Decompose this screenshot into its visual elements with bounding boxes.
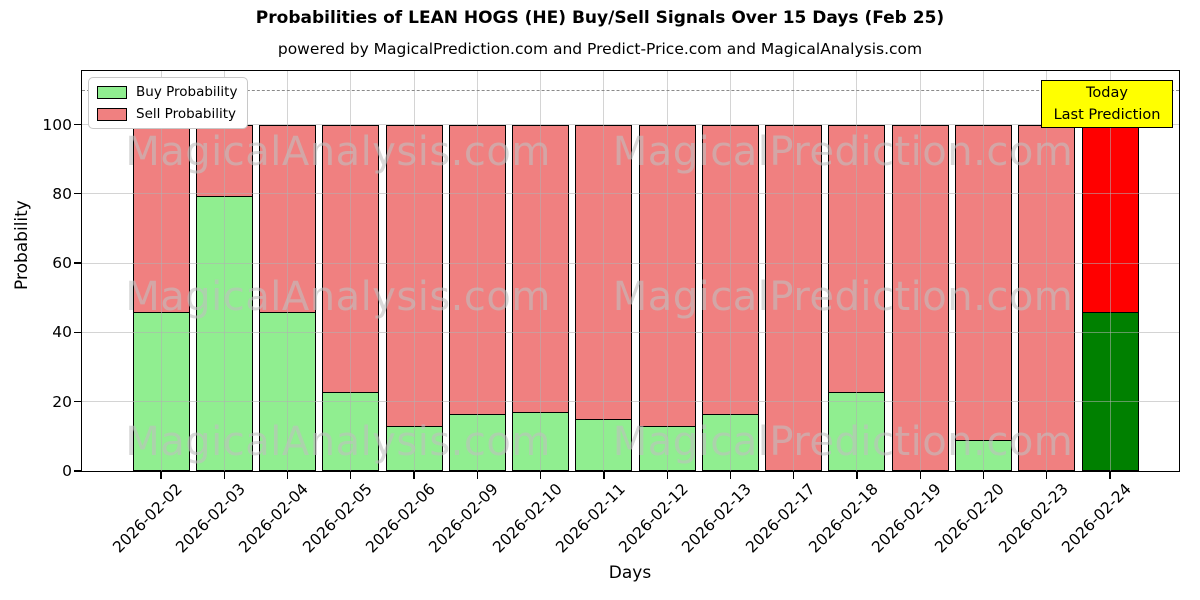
today-annotation-line1: Today (1086, 85, 1128, 101)
x-tick-mark (919, 472, 921, 479)
y-gridline (82, 193, 1179, 195)
y-gridline (82, 262, 1179, 264)
y-gridline (82, 401, 1179, 403)
plot-area: 0 20 40 60 80 100 2026-02-02 2026-02-03 2026-02-… (42, 70, 1180, 556)
x-tick-mark (539, 472, 542, 479)
y-tick-mark (74, 123, 81, 126)
x-tick-mark (350, 472, 352, 479)
x-gridline (729, 71, 731, 471)
y-tick-label: 60 (52, 254, 72, 273)
x-tick-mark (413, 472, 415, 479)
today-annotation-box: Today Last Prediction (1041, 80, 1173, 128)
x-tick-mark (286, 472, 289, 479)
x-gridline (919, 71, 921, 471)
x-gridline (666, 71, 668, 471)
chart-subtitle: powered by MagicalPrediction.com and Pre… (277, 40, 923, 58)
watermark-prediction: MagicalPrediction.com (612, 419, 1074, 465)
chart-title: Probabilities of LEAN HOGS (HE) Buy/Sell… (255, 8, 945, 28)
x-tick-mark (856, 472, 858, 479)
y-tick-label: 100 (42, 115, 72, 134)
x-tick-mark (603, 472, 605, 479)
today-annotation-line2: Last Prediction (1053, 107, 1161, 123)
x-axis-label: Days (608, 563, 652, 583)
x-gridline (476, 71, 478, 471)
legend-label-sell: Sell Probability (136, 106, 237, 122)
x-gridline (223, 71, 225, 471)
y-tick-mark (74, 331, 81, 334)
legend-label-buy: Buy Probability (136, 84, 238, 100)
x-gridline (350, 71, 352, 471)
x-tick-mark (1046, 472, 1048, 479)
legend-item-sell: Sell Probability (97, 106, 237, 122)
watermark-analysis: MagicalAnalysis.com (125, 274, 551, 320)
y-tick-mark (74, 193, 81, 195)
x-gridline (1109, 71, 1111, 471)
x-tick-mark (223, 472, 225, 479)
y-tick-label: 40 (52, 323, 72, 342)
legend: Buy Probability Sell Probability (88, 77, 249, 129)
x-gridline (793, 71, 795, 471)
x-tick-mark (160, 472, 162, 479)
watermark-analysis: MagicalAnalysis.com (125, 419, 551, 465)
y-gridline (82, 124, 1179, 126)
legend-item-buy: Buy Probability (97, 84, 237, 100)
sell-color-swatch (97, 107, 127, 121)
x-gridline (287, 71, 289, 471)
y-tick-label: 0 (62, 462, 72, 480)
x-gridline (413, 71, 415, 471)
y-tick-label: 20 (52, 392, 72, 411)
y-tick-label: 80 (52, 184, 72, 203)
buy-color-swatch (97, 85, 127, 99)
x-gridline (540, 71, 542, 471)
y-tick-mark (74, 401, 81, 403)
y-tick-mark (74, 470, 81, 472)
watermark-prediction: MagicalPrediction.com (612, 274, 1074, 320)
x-gridline (983, 71, 984, 471)
y-tick-mark (74, 262, 81, 264)
x-tick-mark (793, 472, 795, 479)
dashed-threshold-line (82, 89, 1179, 91)
x-gridline (160, 71, 162, 471)
x-gridline (856, 71, 858, 471)
x-gridline (603, 71, 605, 471)
x-tick-mark (982, 472, 985, 479)
x-tick-mark (666, 472, 668, 479)
watermark-analysis: MagicalAnalysis.com (125, 129, 551, 175)
x-gridline (1046, 71, 1048, 471)
x-tick-mark (476, 472, 478, 479)
watermark-prediction: MagicalPrediction.com (612, 129, 1074, 175)
x-tick-mark (729, 472, 732, 479)
y-gridline (82, 331, 1179, 333)
x-tick-mark (1109, 472, 1111, 479)
